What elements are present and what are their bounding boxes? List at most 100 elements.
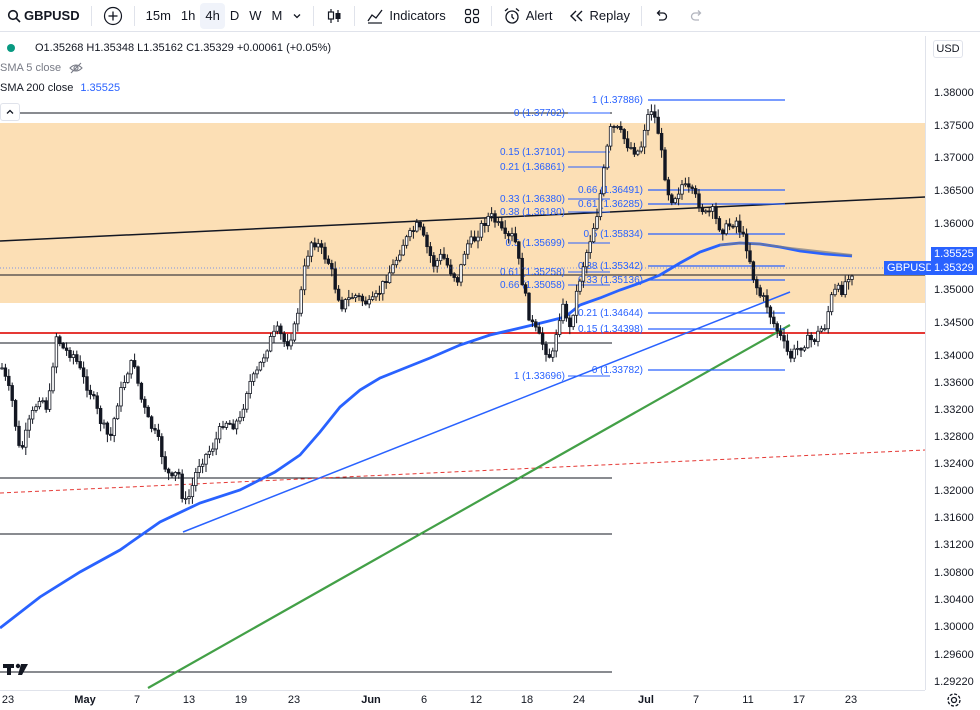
candle-down bbox=[58, 336, 62, 345]
eye-off-icon[interactable] bbox=[69, 61, 83, 75]
alert-label: Alert bbox=[525, 8, 553, 23]
price-tick: 1.37500 bbox=[934, 120, 974, 132]
time-tick: 11 bbox=[742, 694, 754, 706]
fib-right-labels: 1 (1.37886) 0.66 (1.36491) 0.61 (1.36285… bbox=[578, 95, 643, 376]
undo-button[interactable] bbox=[648, 3, 674, 29]
candle-down bbox=[544, 343, 548, 355]
candle-down bbox=[472, 236, 477, 242]
candle-down bbox=[160, 436, 164, 458]
sma5-row[interactable]: SMA 5 close bbox=[0, 58, 331, 78]
candle-down bbox=[98, 408, 103, 424]
candle-up bbox=[578, 280, 582, 292]
candle-down bbox=[717, 218, 722, 231]
candle-up bbox=[629, 147, 633, 149]
candle-down bbox=[778, 330, 783, 336]
candle-down bbox=[782, 335, 786, 342]
price-axis[interactable]: 1.38000 1.37500 1.37000 1.36500 1.36000 1.355… bbox=[925, 36, 980, 690]
candle-up bbox=[489, 213, 494, 217]
compare-button[interactable] bbox=[98, 3, 128, 29]
price-tick: 1.30800 bbox=[934, 567, 974, 579]
candle-up bbox=[595, 216, 599, 229]
interval-dropdown[interactable] bbox=[287, 3, 307, 29]
fib-left-label: 1 (1.33696) bbox=[514, 371, 565, 382]
fib-right-label: 0.21 (1.34644) bbox=[578, 308, 643, 319]
price-chart[interactable]: 0 (1.37702) 0.15 (1.37101) 0.21 (1.36861… bbox=[0, 36, 925, 690]
candle-up bbox=[802, 347, 807, 351]
toolbar-divider bbox=[90, 5, 92, 26]
replay-button[interactable]: Replay bbox=[563, 3, 634, 29]
tradingview-logo bbox=[3, 663, 28, 675]
interval-15m[interactable]: 15m bbox=[145, 8, 171, 23]
alert-button[interactable]: Alert bbox=[498, 3, 558, 29]
toolbar-divider bbox=[313, 5, 315, 26]
candle-down bbox=[503, 227, 507, 234]
candle-down bbox=[421, 226, 426, 236]
interval-4h[interactable]: 4h bbox=[200, 2, 225, 29]
candle-up bbox=[761, 295, 766, 298]
fib-left-label: 0.66 (1.35058) bbox=[500, 280, 565, 291]
candle-up bbox=[734, 220, 739, 228]
candle-down bbox=[449, 264, 453, 275]
green-trendline[interactable] bbox=[147, 324, 791, 689]
candle-up bbox=[673, 198, 677, 204]
fib-retracement-right[interactable] bbox=[648, 99, 785, 371]
interval-d[interactable]: D bbox=[229, 8, 240, 23]
candle-up bbox=[268, 336, 273, 352]
candle-up bbox=[316, 243, 320, 248]
candle-down bbox=[748, 250, 752, 263]
candle-down bbox=[622, 129, 626, 140]
sma5-line[interactable] bbox=[719, 241, 853, 256]
candle-down bbox=[809, 334, 813, 341]
interval-1h[interactable]: 1h bbox=[180, 8, 196, 23]
currency-selector[interactable]: USD bbox=[933, 40, 963, 58]
candle-up bbox=[47, 390, 52, 410]
symbol-price-tag: GBPUSD bbox=[884, 261, 937, 275]
candle-down bbox=[10, 385, 14, 401]
candle-down bbox=[721, 229, 725, 235]
blue-trendline[interactable] bbox=[182, 291, 791, 533]
undo-icon bbox=[656, 9, 668, 21]
symbol-label: GBPUSD bbox=[24, 8, 80, 23]
time-tick: 13 bbox=[182, 694, 196, 706]
sma200-row[interactable]: SMA 200 close 1.35525 bbox=[0, 78, 331, 98]
ohlc-row: O1.35268 H1.35348 L1.35162 C1.35329 +0.0… bbox=[0, 38, 331, 58]
candles-icon bbox=[328, 8, 341, 23]
redo-button[interactable] bbox=[684, 3, 710, 29]
candle-down bbox=[506, 233, 511, 237]
price-tick: 1.34000 bbox=[934, 350, 974, 362]
candle-up bbox=[370, 296, 375, 300]
candle-up bbox=[245, 393, 249, 410]
layouts-button[interactable] bbox=[459, 3, 485, 29]
candle-down bbox=[741, 231, 745, 235]
candle-up bbox=[683, 183, 688, 186]
gear-icon[interactable] bbox=[946, 692, 962, 708]
candle-down bbox=[455, 277, 460, 283]
candle-up bbox=[466, 243, 470, 255]
indicators-button[interactable]: Indicators bbox=[361, 3, 450, 29]
symbol-search[interactable]: GBPUSD bbox=[2, 3, 85, 29]
candle-down bbox=[92, 394, 96, 397]
price-tick: 1.31600 bbox=[934, 512, 974, 524]
candle-down bbox=[146, 406, 150, 418]
fib-retracement-left[interactable] bbox=[568, 112, 610, 377]
candle-up bbox=[608, 126, 613, 147]
candle-up bbox=[347, 297, 351, 301]
candle-up bbox=[302, 265, 307, 291]
candle-down bbox=[452, 273, 456, 278]
candle-down bbox=[700, 206, 705, 213]
indicators-label: Indicators bbox=[389, 8, 446, 23]
interval-w[interactable]: W bbox=[249, 8, 262, 23]
candle-up bbox=[34, 406, 38, 411]
chart-type-button[interactable] bbox=[320, 3, 348, 29]
time-axis[interactable]: 23 May 7 13 19 23 Jun 6 12 18 24 Jul 7 11 17 23 bbox=[0, 690, 925, 710]
candle-up bbox=[462, 253, 467, 266]
candle-up bbox=[394, 259, 399, 266]
collapse-legend-button[interactable] bbox=[0, 103, 20, 121]
candle-down bbox=[653, 111, 657, 118]
candle-up bbox=[615, 126, 620, 128]
candle-down bbox=[731, 225, 735, 228]
interval-m[interactable]: M bbox=[271, 8, 283, 23]
dashed-trendline[interactable] bbox=[0, 449, 925, 494]
candle-down bbox=[690, 186, 694, 189]
fib-left-label: 0.33 (1.36380) bbox=[500, 194, 565, 205]
